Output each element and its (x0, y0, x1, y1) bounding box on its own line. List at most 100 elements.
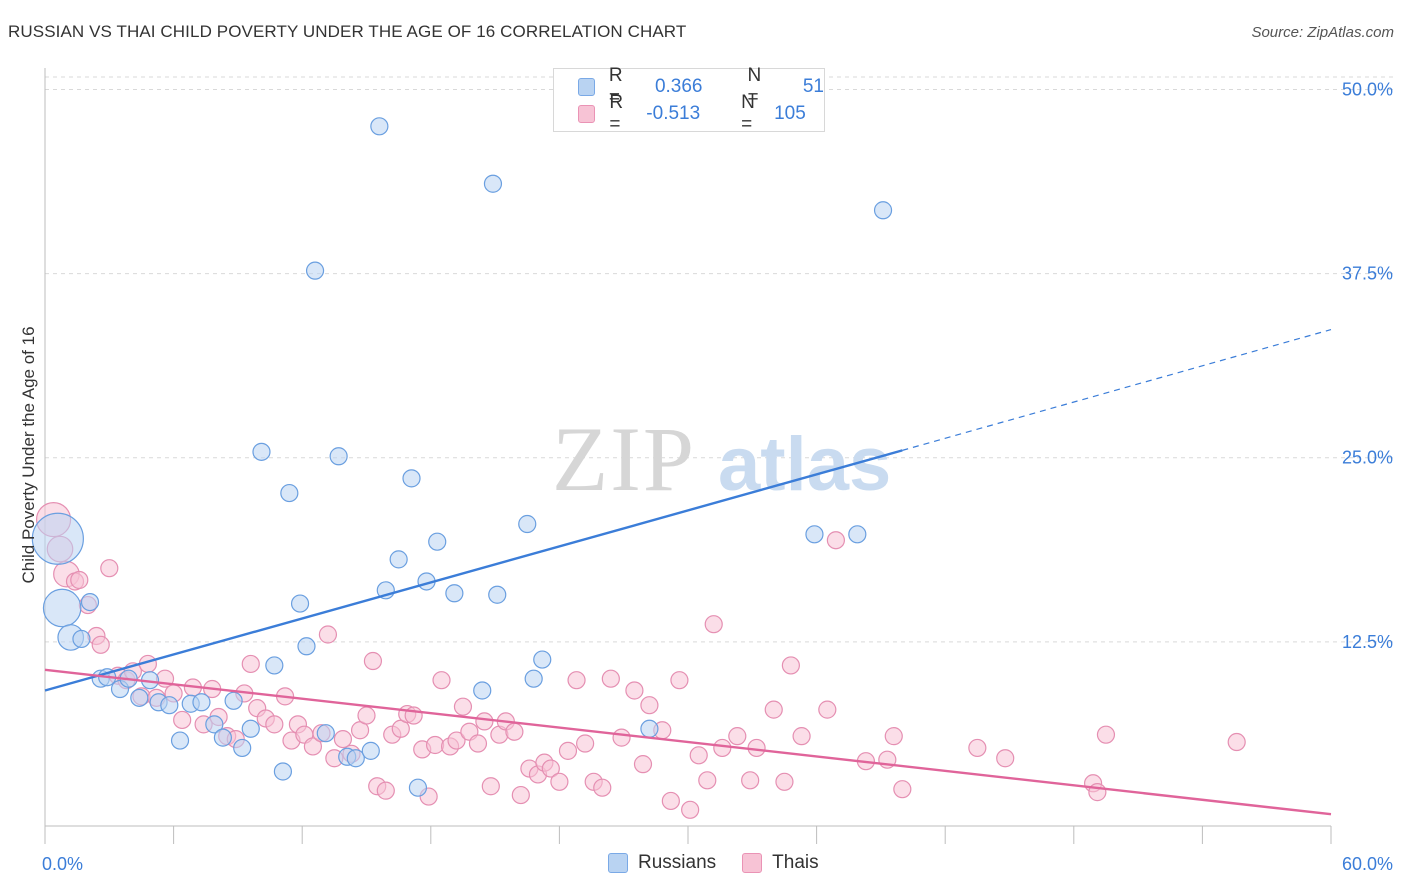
thais-point (698, 771, 717, 790)
russians-point (640, 719, 659, 738)
legend-item-russians[interactable]: Russians (608, 852, 716, 874)
russians-point (316, 724, 335, 743)
y-tick-label: 37.5% (1342, 264, 1393, 284)
thais-trend-line (44, 668, 1332, 816)
thais-point (447, 731, 466, 750)
correlation-legend: R = 0.366 N = 51 R = -0.513 N = 105 (553, 65, 825, 135)
thais-point (70, 570, 89, 590)
thais-point (775, 772, 794, 791)
n-value: 51 (802, 76, 824, 97)
n-value: 105 (774, 103, 806, 124)
thais-point (640, 696, 659, 715)
russians-point (170, 731, 190, 750)
thais-point (625, 681, 644, 700)
thais-point (884, 727, 903, 746)
trend-lines (44, 328, 1332, 816)
russians-point (329, 447, 348, 466)
y-axis-label: Child Poverty Under the Age of 16 (19, 326, 38, 583)
thais-point (689, 746, 708, 765)
russians-point (518, 514, 537, 534)
series-legend: Russians Thais (608, 852, 845, 874)
thais-point (550, 772, 569, 791)
thais-point (432, 671, 451, 690)
thais-point (612, 728, 631, 747)
thais-point (704, 615, 723, 634)
thais-point (357, 706, 376, 725)
russians-point (488, 585, 507, 604)
russians-point (252, 442, 271, 461)
russians-point (80, 592, 100, 612)
n-label: N = (741, 92, 755, 135)
russians-point (873, 201, 893, 220)
source-label: Source: ZipAtlas.com (1251, 24, 1394, 41)
thais-point (558, 741, 578, 760)
russians-swatch (608, 853, 628, 873)
thais-point (818, 700, 837, 719)
thais-point (425, 735, 445, 755)
russians-point (305, 261, 325, 280)
thais-point (100, 559, 119, 578)
x-tick-label: 0.0% (42, 854, 83, 874)
thais-point (893, 780, 912, 799)
russians-point (290, 594, 310, 613)
thais-point (453, 697, 473, 716)
thais-point (601, 669, 620, 688)
russians-point (408, 778, 428, 797)
thais-point (265, 715, 284, 734)
thais-point (826, 531, 845, 550)
russians-point (273, 762, 293, 781)
thais-point (713, 738, 732, 758)
chart-title: RUSSIAN VS THAI CHILD POVERTY UNDER THE … (8, 22, 687, 41)
thais-point (781, 656, 800, 675)
thais-point (764, 700, 783, 719)
thais-point (511, 785, 530, 805)
legend-row-russians: R = 0.366 N = 51 (578, 65, 824, 108)
russians-point (192, 693, 211, 712)
russians-point (205, 715, 224, 734)
russians-point (848, 525, 867, 544)
russians-point (361, 741, 380, 760)
thais-swatch (742, 853, 763, 873)
russians-point (42, 588, 82, 628)
thais-point (1096, 725, 1116, 744)
r-value: 0.366 (654, 76, 703, 97)
thais-point (576, 734, 595, 753)
r-label: R = (609, 92, 624, 135)
russians-point (524, 669, 543, 688)
thais-point (728, 727, 747, 746)
russians-point (483, 174, 503, 193)
russians-point (805, 525, 824, 544)
russians-point (265, 656, 284, 675)
thais-point (468, 734, 488, 753)
thais-point (741, 771, 760, 790)
watermark: ZIP atlas (552, 408, 891, 510)
legend-label-russians: Russians (638, 852, 717, 873)
thais-point (567, 671, 586, 690)
thais-swatch (578, 105, 596, 123)
russians-point (31, 512, 84, 565)
r-label: R = (608, 65, 623, 108)
watermark-zip: ZIP (552, 408, 696, 510)
n-label: N = (747, 65, 762, 108)
russians-point (473, 681, 492, 700)
russians-point (346, 749, 365, 768)
russians-swatch (578, 78, 595, 96)
thais-point (681, 800, 700, 819)
thais-point (241, 654, 260, 674)
thais-point (318, 625, 338, 644)
russians-point (533, 650, 552, 669)
y-tick-label: 25.0% (1342, 448, 1393, 468)
russians-point (402, 469, 421, 488)
thais-point (633, 755, 653, 774)
legend-item-thais[interactable]: Thais (742, 852, 819, 874)
russians-point (130, 688, 149, 707)
thais-point (792, 727, 811, 746)
y-tick-label: 12.5% (1342, 632, 1393, 652)
russians-trend-line (44, 449, 903, 692)
grid (45, 76, 1395, 643)
russians-point (224, 691, 243, 710)
russians-point (213, 728, 232, 747)
legend-label-thais: Thais (772, 852, 819, 873)
thais-point (661, 791, 680, 811)
